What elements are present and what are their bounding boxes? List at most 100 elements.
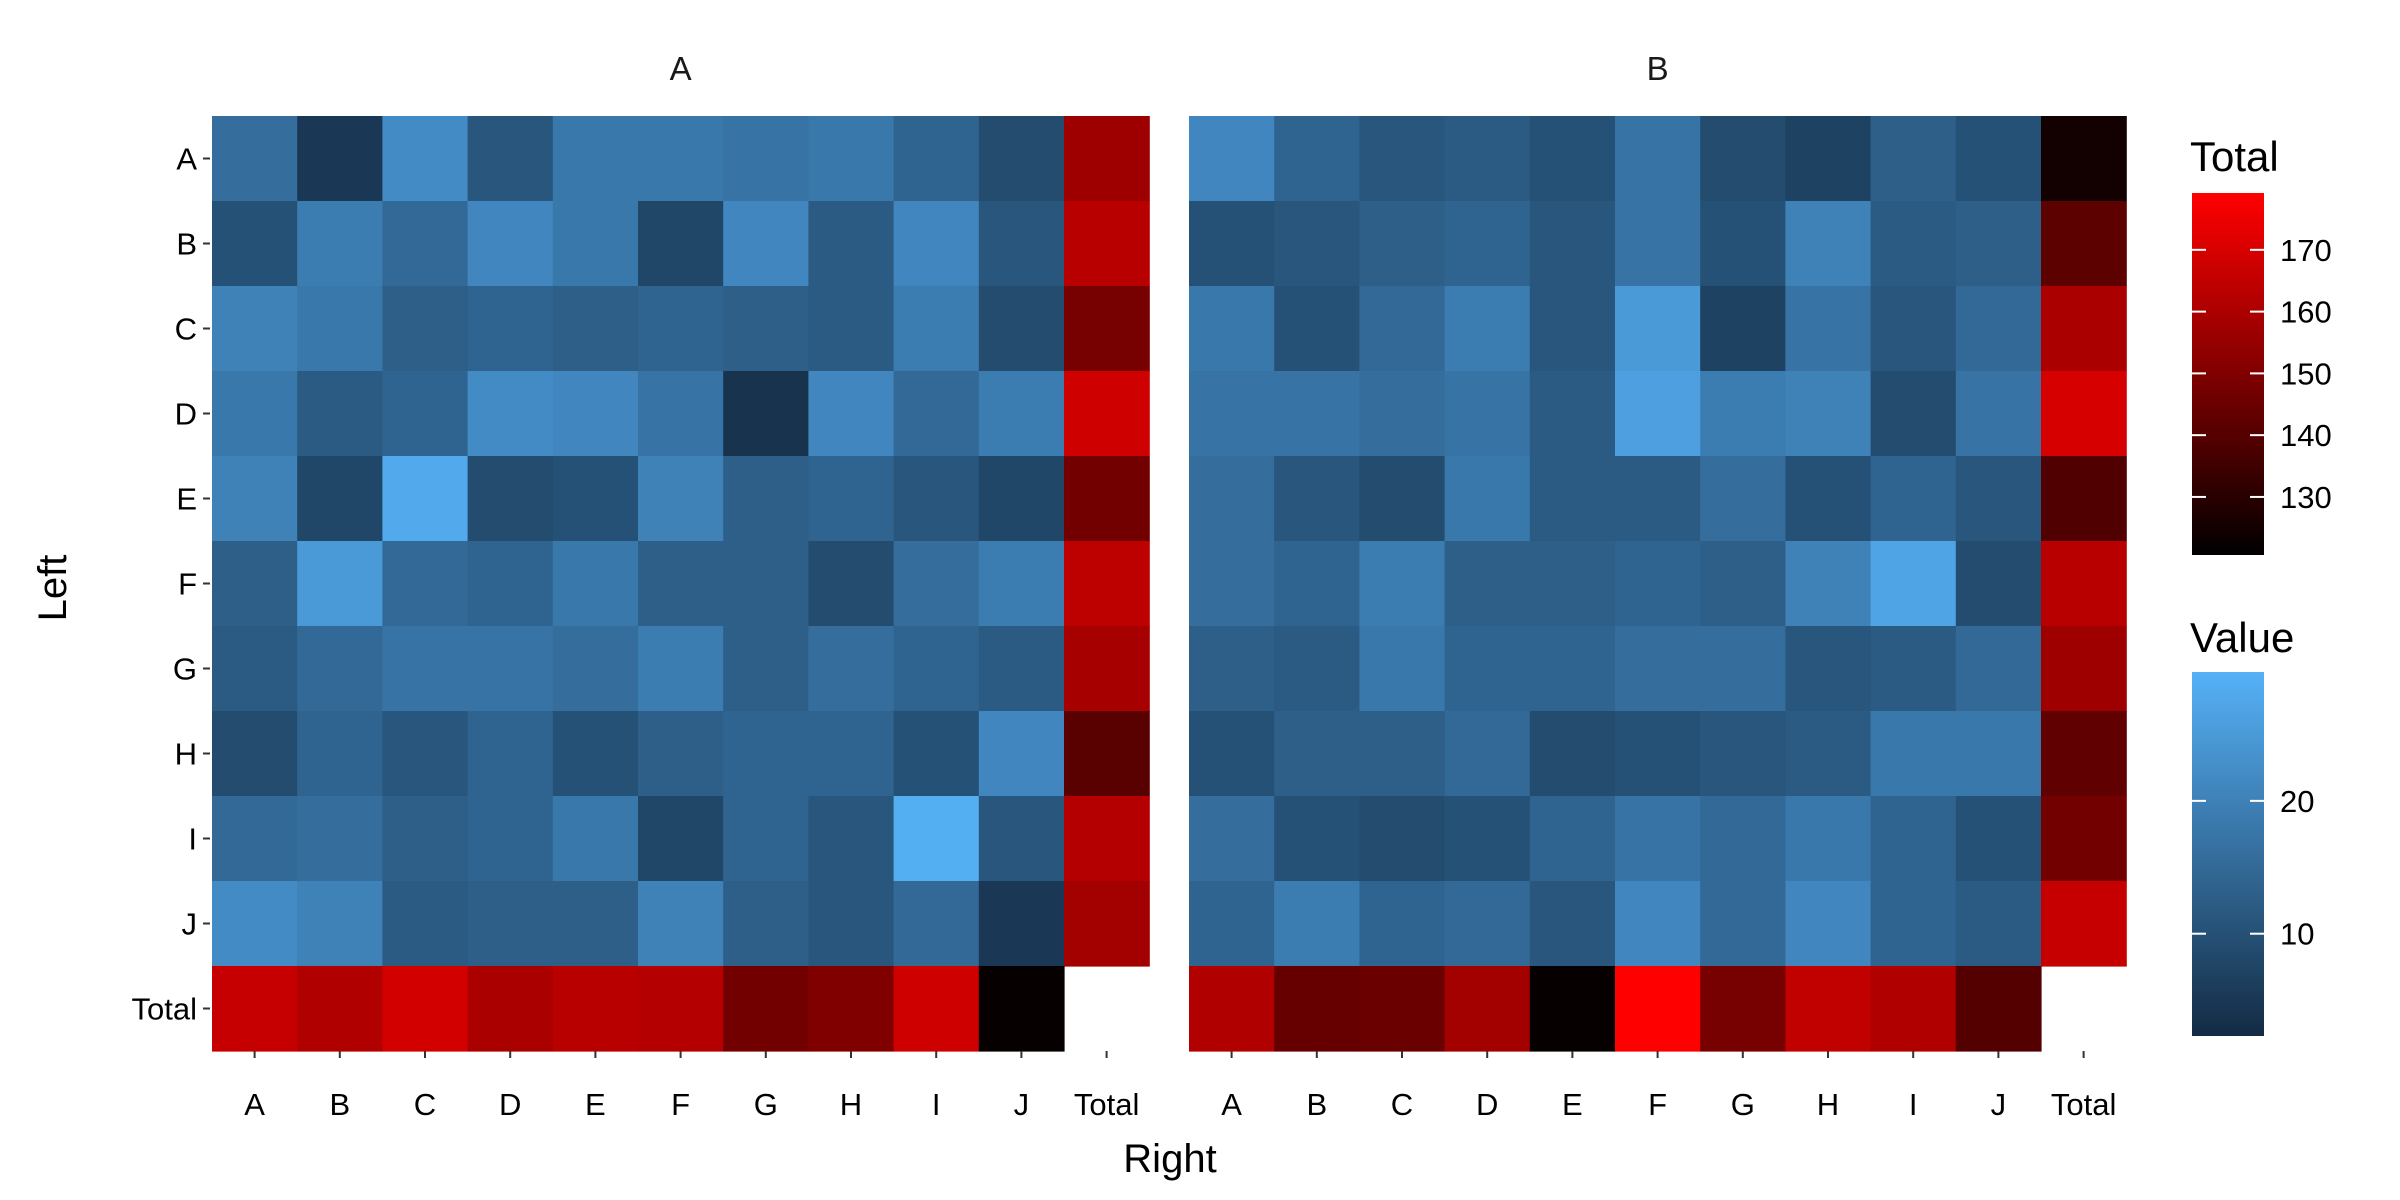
cell-J-total [1064,881,1150,967]
cell-total-C [1359,966,1446,1052]
cell-F-J [1955,541,2042,627]
cell-A-E [1529,116,1616,202]
cell-E-I [1870,456,1957,542]
cell-E-J [1955,456,2042,542]
cell-F-F [638,541,724,627]
cell-D-F [1615,371,1701,457]
cell-E-G [723,456,809,542]
x-tick-label: B [1306,1087,1327,1122]
cell-J-J [978,881,1065,967]
cell-B-D [1444,201,1531,287]
cell-H-total [2041,711,2127,797]
cell-H-C [382,711,469,797]
cell-I-I [893,796,980,882]
cell-I-E [1529,796,1616,882]
cell-total-J [978,966,1065,1052]
cell-E-G [1700,456,1786,542]
cell-G-D [1444,626,1531,712]
cell-total-H [808,966,895,1052]
cell-I-B [1274,796,1360,882]
colorbar-label: 150 [2280,356,2332,391]
cell-total-D [1444,966,1531,1052]
x-tick-label: B [329,1087,350,1122]
cell-total-G [1700,966,1786,1052]
cell-G-A [1189,626,1275,712]
cell-I-J [1955,796,2042,882]
cell-A-D [1444,116,1531,202]
cell-B-J [1955,201,2042,287]
cell-G-D [467,626,554,712]
cell-D-F [638,371,724,457]
cell-H-H [808,711,895,797]
colorbar-label: 130 [2280,480,2332,515]
cell-I-I [1870,796,1957,882]
cell-H-A [1189,711,1275,797]
cell-B-J [978,201,1065,287]
x-tick-label: D [499,1087,521,1122]
x-tick-label: Total [2051,1087,2116,1122]
cell-C-G [1700,286,1786,372]
cell-C-total [1064,286,1150,372]
colorbar-label: 140 [2280,418,2332,453]
cell-A-A [1189,116,1275,202]
cell-F-total [2041,541,2127,627]
cell-E-F [638,456,724,542]
x-tick-label: Total [1074,1087,1139,1122]
cell-B-A [1189,201,1275,287]
cell-D-total [2041,371,2127,457]
cell-A-I [893,116,980,202]
cell-F-B [297,541,383,627]
cell-I-G [723,796,809,882]
cell-A-total [2041,116,2127,202]
cell-C-C [382,286,469,372]
cell-E-A [1189,456,1275,542]
panel-B: B A B C D E F G H I J Total [1189,50,2127,1122]
x-tick-label: D [1476,1087,1498,1122]
y-tick-label: F [178,567,197,602]
cell-H-total [1064,711,1150,797]
cell-I-C [382,796,469,882]
cell-A-G [723,116,809,202]
cell-H-G [723,711,809,797]
cell-B-A [212,201,298,287]
cell-C-H [808,286,895,372]
cell-B-C [1359,201,1446,287]
cell-G-total [1064,626,1150,712]
cell-I-F [1615,796,1701,882]
cell-I-G [1700,796,1786,882]
x-tick-label: G [754,1087,778,1122]
cell-E-B [1274,456,1360,542]
cell-C-E [1529,286,1616,372]
cell-total-B [1274,966,1360,1052]
x-tick-label: F [671,1087,690,1122]
cell-A-E [552,116,639,202]
cell-G-C [1359,626,1446,712]
cell-J-F [638,881,724,967]
cell-J-B [297,881,383,967]
x-tick-label: J [1991,1087,2007,1122]
cell-E-B [297,456,383,542]
panel-title: A [670,50,692,87]
cell-total-A [1189,966,1275,1052]
legend-value: Value 10 20 [2190,614,2314,1036]
cell-H-I [1870,711,1957,797]
cell-A-H [808,116,895,202]
cell-I-J [978,796,1065,882]
cell-D-H [808,371,895,457]
cell-A-F [1615,116,1701,202]
cell-B-total [1064,201,1150,287]
cell-E-total [2041,456,2127,542]
cell-C-C [1359,286,1446,372]
y-axis-title: Left [31,555,75,622]
cell-E-F [1615,456,1701,542]
cell-C-I [893,286,980,372]
cell-B-I [893,201,980,287]
cell-H-B [1274,711,1360,797]
cell-F-B [1274,541,1360,627]
x-tick-label: G [1731,1087,1755,1122]
y-tick-label: I [188,822,197,857]
cell-F-J [978,541,1065,627]
cell-F-C [382,541,469,627]
cell-F-F [1615,541,1701,627]
